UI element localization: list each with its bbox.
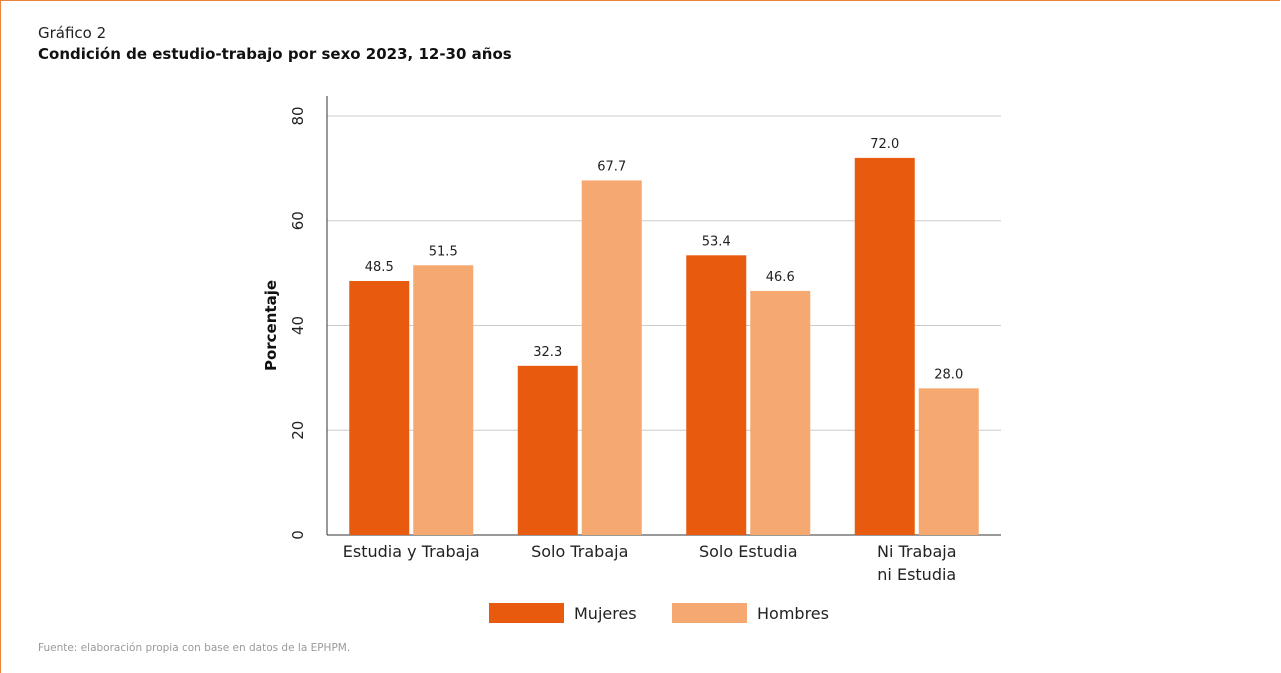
- x-tick-label: Solo Estudia: [699, 542, 798, 561]
- data-label: 46.6: [766, 270, 795, 285]
- y-tick-label: 20: [289, 421, 307, 440]
- y-tick-label: 0: [289, 530, 307, 540]
- bar-hombres: [918, 388, 979, 535]
- chart-title: Condición de estudio-trabajo por sexo 20…: [38, 45, 512, 63]
- data-label: 67.7: [597, 159, 626, 174]
- bar-hombres: [413, 265, 474, 535]
- data-label: 51.5: [429, 244, 458, 259]
- bar-mujeres: [686, 255, 747, 535]
- x-tick-label: Estudia y Trabaja: [343, 542, 480, 561]
- bar-mujeres: [517, 365, 578, 535]
- legend-label: Mujeres: [574, 604, 637, 623]
- bar-mujeres: [854, 157, 915, 535]
- x-tick-label: ni Estudia: [877, 565, 956, 584]
- source-note: Fuente: elaboración propia con base en d…: [38, 642, 351, 654]
- bar-hombres: [581, 180, 642, 535]
- bar-hombres: [750, 290, 811, 535]
- data-label: 72.0: [870, 137, 899, 152]
- x-tick-label: Solo Trabaja: [531, 542, 628, 561]
- legend-label: Hombres: [757, 604, 829, 623]
- legend-swatch-mujeres: [489, 603, 564, 623]
- y-tick-label: 40: [289, 316, 307, 335]
- figure-label: Gráfico 2: [38, 24, 107, 42]
- bar-mujeres: [349, 280, 410, 535]
- data-label: 53.4: [702, 234, 731, 249]
- data-label: 32.3: [533, 345, 562, 360]
- data-label: 28.0: [934, 367, 963, 382]
- data-label: 48.5: [365, 260, 394, 275]
- y-tick-label: 60: [289, 211, 307, 230]
- x-tick-label: Ni Trabaja: [877, 542, 957, 561]
- legend-swatch-hombres: [672, 603, 747, 623]
- y-axis-title: Porcentaje: [262, 280, 280, 371]
- y-tick-label: 80: [289, 106, 307, 125]
